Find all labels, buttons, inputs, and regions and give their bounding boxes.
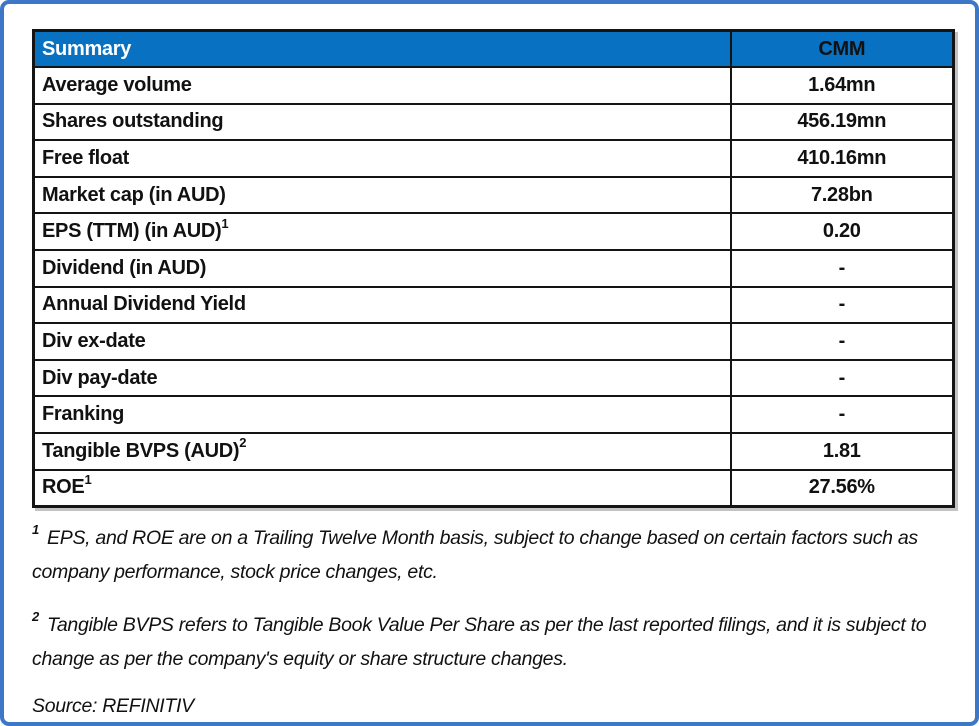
row-value: - — [729, 322, 955, 361]
table-row: Div ex-date - — [32, 322, 955, 361]
table-row: Franking - — [32, 395, 955, 435]
row-value: 7.28bn — [729, 175, 955, 215]
table-header-summary: Summary — [32, 29, 732, 69]
table-row: Shares outstanding 456.19mn — [32, 102, 955, 142]
row-value: 1.81 — [729, 432, 955, 471]
table-header-cmm: CMM — [729, 29, 955, 69]
table-row: Annual Dividend Yield - — [32, 285, 955, 325]
footnote-marker: 2 — [32, 609, 39, 625]
row-value: - — [729, 249, 955, 288]
row-label: Dividend (in AUD) — [32, 249, 732, 288]
footnote-marker: 2 — [239, 435, 247, 451]
row-label: Div ex-date — [32, 322, 732, 361]
row-label: Franking — [32, 395, 732, 435]
row-label: Shares outstanding — [32, 102, 732, 142]
row-label: Annual Dividend Yield — [32, 285, 732, 325]
row-value: 410.16mn — [729, 139, 955, 178]
table-body: Average volume 1.64mn Shares outstanding 45… — [32, 66, 955, 508]
row-label: Market cap (in AUD) — [32, 175, 732, 215]
row-value: - — [729, 285, 955, 325]
source-note: Source: REFINITIV — [32, 694, 194, 717]
table-row: Market cap (in AUD) 7.28bn — [32, 175, 955, 215]
row-label: EPS (TTM) (in AUD)1 — [32, 212, 732, 252]
row-label: Average volume — [32, 66, 732, 105]
row-label: Div pay-date — [32, 358, 732, 398]
footnote-marker: 1 — [84, 471, 92, 487]
footnotes: 1 EPS, and ROE are on a Trailing Twelve … — [32, 521, 944, 676]
table-row: EPS (TTM) (in AUD)1 0.20 — [32, 212, 955, 252]
row-label: Free float — [32, 139, 732, 178]
row-value: 1.64mn — [729, 66, 955, 105]
footnote-marker: 1 — [221, 215, 229, 231]
row-label: ROE1 — [32, 468, 732, 508]
table-row: Free float 410.16mn — [32, 139, 955, 178]
document-content: Summary CMM Average volume 1.64mn Shares o… — [32, 29, 955, 718]
table-row: Dividend (in AUD) - — [32, 249, 955, 288]
table-row: ROE1 27.56% — [32, 468, 955, 508]
table-row: Tangible BVPS (AUD)2 1.81 — [32, 432, 955, 471]
summary-table: Summary CMM Average volume 1.64mn Shares o… — [32, 29, 955, 508]
row-value: 0.20 — [729, 212, 955, 252]
table-row: Average volume 1.64mn — [32, 66, 955, 105]
row-value: - — [729, 358, 955, 398]
table-row: Div pay-date - — [32, 358, 955, 398]
table-header-row: Summary CMM — [32, 29, 955, 69]
row-value: - — [729, 395, 955, 435]
footnote-text: 2 Tangible BVPS refers to Tangible Book … — [32, 609, 927, 670]
row-label: Tangible BVPS (AUD)2 — [32, 432, 732, 471]
row-value: 456.19mn — [729, 102, 955, 142]
footnote-text: 1 EPS, and ROE are on a Trailing Twelve … — [32, 522, 918, 583]
row-value: 27.56% — [729, 468, 955, 508]
footnote-marker: 1 — [32, 522, 39, 538]
